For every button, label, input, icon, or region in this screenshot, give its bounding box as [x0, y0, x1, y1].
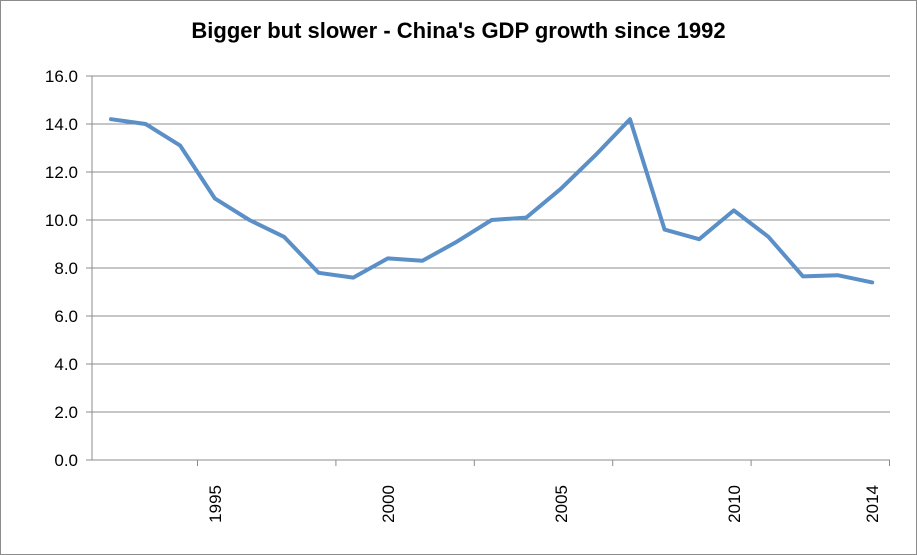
chart-title: Bigger but slower - China's GDP growth s… — [191, 18, 726, 43]
x-tick-label: 2014 — [863, 485, 882, 523]
y-tick-label: 14.0 — [45, 115, 78, 134]
y-tick-label: 10.0 — [45, 211, 78, 230]
axes — [86, 75, 890, 466]
x-tick-label: 2000 — [379, 485, 398, 523]
y-tick-label: 12.0 — [45, 163, 78, 182]
y-tick-label: 2.0 — [54, 403, 78, 422]
y-tick-label: 16.0 — [45, 67, 78, 86]
y-tick-label: 6.0 — [54, 307, 78, 326]
series-line — [109, 117, 875, 285]
y-tick-label: 4.0 — [54, 355, 78, 374]
y-tick-label: 8.0 — [54, 259, 78, 278]
x-tick-label: 2005 — [552, 485, 571, 523]
x-tick-labels: 1995 2000 2005 2010 2014 — [206, 485, 882, 523]
y-tick-labels: 0.0 2.0 4.0 6.0 8.0 10.0 12.0 14.0 16.0 — [45, 67, 78, 470]
y-tick-label: 0.0 — [54, 451, 78, 470]
x-tick-label: 1995 — [206, 485, 225, 523]
gridlines — [92, 75, 890, 413]
x-tick-label: 2010 — [725, 485, 744, 523]
series-layer — [109, 117, 875, 285]
